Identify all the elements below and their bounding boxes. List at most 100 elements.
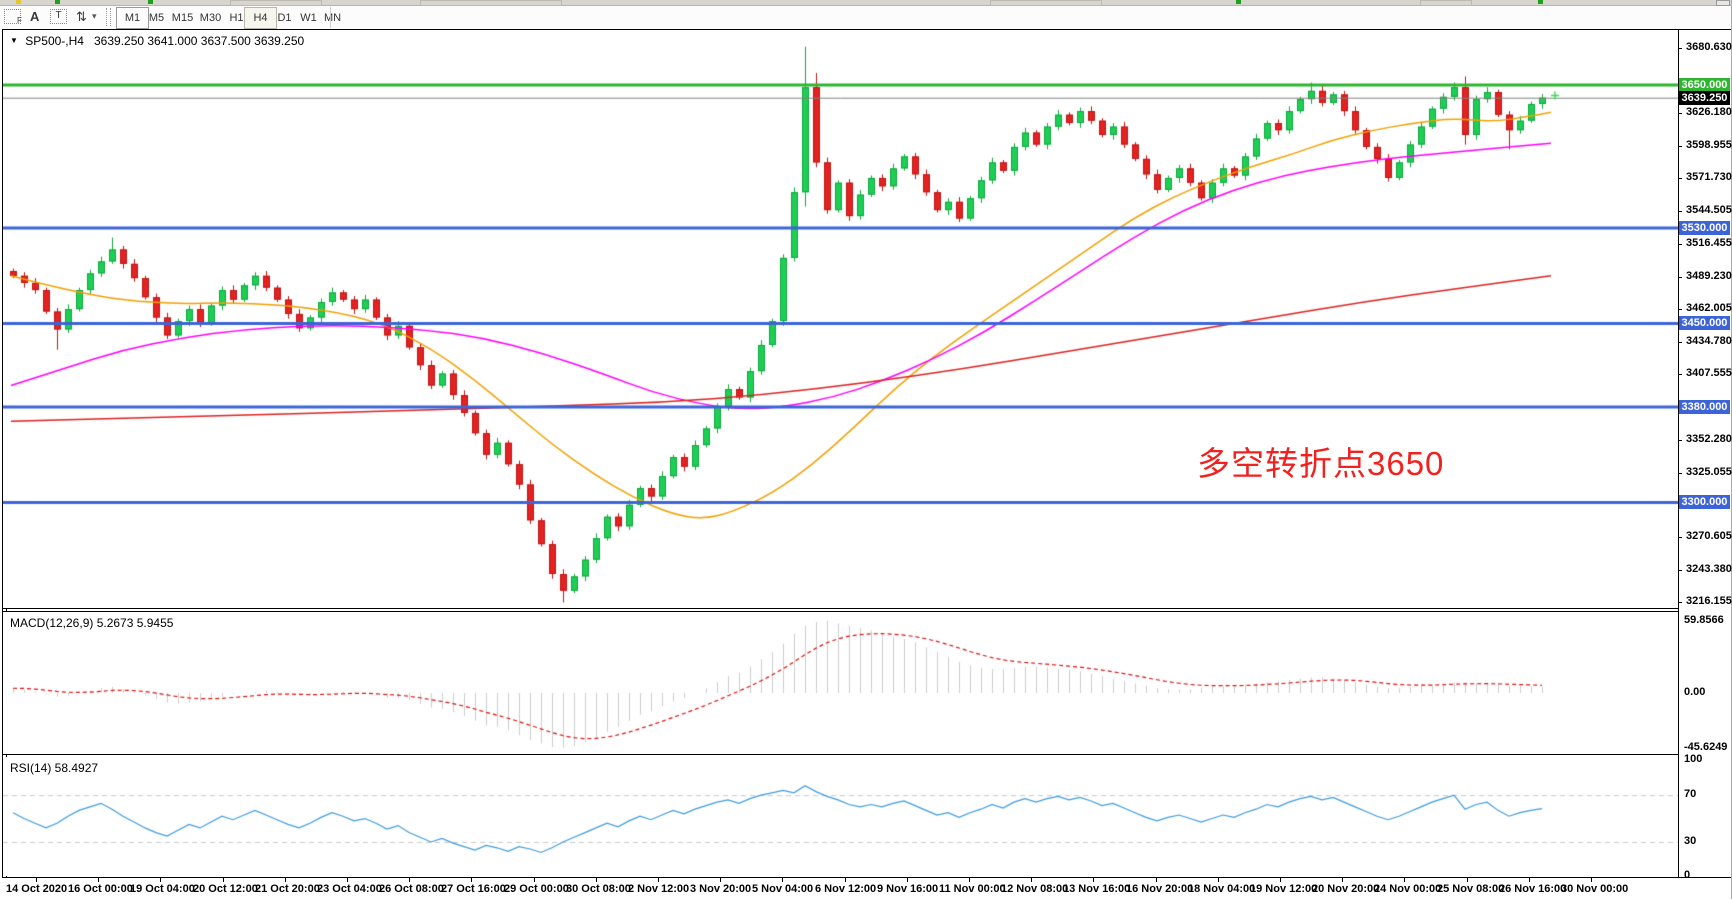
price-tick <box>1678 48 1682 49</box>
chart-frame-top <box>2 29 1731 30</box>
time-label: 11 Nov 00:00 <box>939 883 1006 895</box>
price-axis-border <box>1678 29 1679 877</box>
macd-axis-label: 0.00 <box>1684 686 1706 698</box>
time-label: 16 Oct 00:00 <box>68 883 133 895</box>
timeframe-button-m15[interactable]: M15 <box>171 12 194 24</box>
time-label: 26 Oct 08:00 <box>379 883 444 895</box>
time-tick <box>1093 878 1094 882</box>
time-label: 23 Oct 04:00 <box>317 883 382 895</box>
time-label: 18 Nov 04:00 <box>1188 883 1256 895</box>
time-tick <box>1218 878 1219 882</box>
macd-canvas[interactable] <box>3 612 1678 754</box>
price-tick-label: 3544.505 <box>1686 204 1732 216</box>
macd-panel <box>3 612 1678 754</box>
time-tick <box>285 878 286 882</box>
toolbar-drag-handle[interactable] <box>106 8 111 26</box>
time-tick <box>969 878 970 882</box>
timeframe-button-mn[interactable]: MN <box>323 12 342 24</box>
time-label: 30 Oct 08:00 <box>566 883 631 895</box>
time-tick <box>1404 878 1405 882</box>
time-label: 26 Nov 16:00 <box>1499 883 1567 895</box>
price-tick <box>1678 211 1682 212</box>
time-tick <box>782 878 783 882</box>
clipped-toolbar-strip <box>0 0 1732 6</box>
price-tick <box>1678 374 1682 375</box>
rsi-panel <box>3 757 1678 876</box>
hline-price-badge: 3450.000 <box>1679 316 1730 330</box>
price-tick <box>1678 309 1682 310</box>
ohlc-quote: 3639.250 3641.000 3637.500 3639.250 <box>94 34 305 48</box>
price-tick-label: 3462.005 <box>1686 302 1732 314</box>
time-tick <box>658 878 659 882</box>
timeframe-button-d1[interactable]: D1 <box>277 12 292 24</box>
time-tick <box>409 878 410 882</box>
hline-price-badge: 3530.000 <box>1679 221 1730 235</box>
time-axis[interactable]: 14 Oct 2020 16 Oct 00:00 19 Oct 04:00 20 Oc… <box>2 877 1731 900</box>
price-tick-label: 3516.455 <box>1686 237 1732 249</box>
chevron-down-icon[interactable]: ▾ <box>92 11 97 21</box>
time-label: 6 Nov 12:00 <box>815 883 877 895</box>
price-tick <box>1678 146 1682 147</box>
snap-grid-icon[interactable]: F <box>4 8 22 25</box>
time-tick <box>1467 878 1468 882</box>
time-tick <box>98 878 99 882</box>
time-label: 3 Nov 20:00 <box>690 883 752 895</box>
price-tick <box>1678 602 1682 603</box>
time-label: 20 Oct 12:00 <box>193 883 258 895</box>
timeframe-button-w1[interactable]: W1 <box>300 12 317 24</box>
rsi-axis-label: 30 <box>1684 835 1697 847</box>
price-chart-canvas[interactable] <box>3 30 1678 608</box>
rsi-label: RSI(14) 58.4927 <box>10 761 99 775</box>
time-label: 27 Oct 16:00 <box>441 883 506 895</box>
collapse-triangle-icon[interactable]: ▼ <box>10 36 18 45</box>
time-label: 5 Nov 04:00 <box>752 883 814 895</box>
time-tick <box>1156 878 1157 882</box>
toolbar-separator <box>330 7 331 28</box>
label-tool-icon[interactable]: A <box>30 9 40 24</box>
price-tick-label: 3489.230 <box>1686 270 1732 282</box>
panel-separator[interactable] <box>2 611 1678 612</box>
timeframe-button-h1[interactable]: H1 <box>229 12 244 24</box>
chart-title: ▼ SP500-,H4 3639.250 3641.000 3637.500 3… <box>10 34 304 48</box>
time-label: 12 Nov 08:00 <box>1001 883 1069 895</box>
timeframe-button-h4[interactable]: H4 <box>244 7 277 29</box>
time-tick <box>36 878 37 882</box>
chart-text-annotation: 多空转折点3650 <box>1197 445 1445 482</box>
timeframe-button-m1[interactable]: M1 <box>116 7 149 29</box>
current-price-badge: 3639.250 <box>1679 91 1730 105</box>
rsi-axis-label: 0 <box>1684 869 1691 881</box>
price-tick-label: 3680.630 <box>1686 41 1732 53</box>
price-tick <box>1678 570 1682 571</box>
price-tick <box>1678 440 1682 441</box>
time-label: 24 Nov 00:00 <box>1374 883 1442 895</box>
macd-axis-label: -45.6249 <box>1684 741 1728 753</box>
time-label: 13 Nov 16:00 <box>1063 883 1131 895</box>
time-label: 16 Nov 20:00 <box>1126 883 1194 895</box>
rsi-canvas[interactable] <box>3 757 1678 876</box>
price-tick <box>1678 244 1682 245</box>
price-tick-label: 3216.155 <box>1686 595 1732 607</box>
price-tick-label: 3434.780 <box>1686 335 1732 347</box>
time-tick <box>1280 878 1281 882</box>
time-label: 19 Oct 04:00 <box>130 883 195 895</box>
cursor-mode-icon[interactable]: ⇅ <box>76 8 87 24</box>
price-tick <box>1678 113 1682 114</box>
time-tick <box>471 878 472 882</box>
time-tick <box>596 878 597 882</box>
price-tick-label: 3352.280 <box>1686 433 1732 445</box>
text-box-tool-icon[interactable]: T <box>50 8 67 25</box>
timeframe-button-m5[interactable]: M5 <box>148 12 165 24</box>
panel-separator[interactable] <box>2 754 1678 755</box>
rsi-axis-label: 100 <box>1684 753 1703 765</box>
price-tick <box>1678 342 1682 343</box>
panel-separator[interactable] <box>2 608 1678 609</box>
macd-axis-label: 59.8566 <box>1684 614 1724 626</box>
price-tick-label: 3626.180 <box>1686 106 1732 118</box>
timeframe-button-m30[interactable]: M30 <box>199 12 222 24</box>
time-tick <box>1342 878 1343 882</box>
time-label: 20 Nov 20:00 <box>1312 883 1380 895</box>
price-tick-label: 3325.055 <box>1686 466 1732 478</box>
hline-price-badge: 3300.000 <box>1679 495 1730 509</box>
hline-price-badge: 3650.000 <box>1679 78 1730 92</box>
price-tick <box>1678 537 1682 538</box>
